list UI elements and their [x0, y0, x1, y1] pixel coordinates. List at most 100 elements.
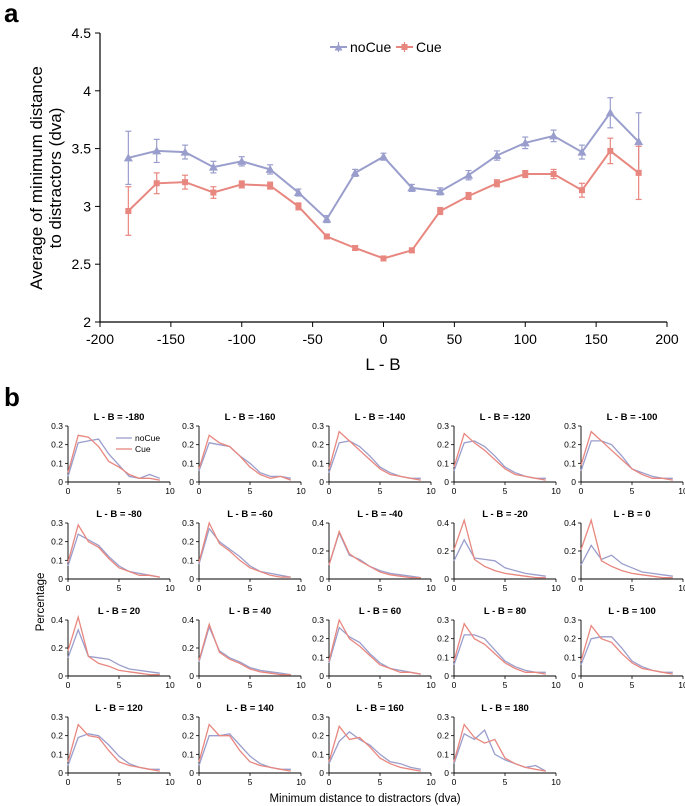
panel-a-legend: noCue Cue — [330, 39, 442, 55]
subplot-x-tick-label: 10 — [678, 680, 685, 690]
series-nocue-point — [237, 156, 247, 165]
subplot-y-tick-label: 0 — [571, 574, 576, 584]
panel-label-b: b — [4, 382, 20, 412]
subplot: L - B = -100 0 5 10 0 0.1 0.2 0.3 — [564, 412, 685, 496]
subplot-x-tick-label: 5 — [630, 486, 635, 496]
subplot-y-tick-label: 0.1 — [312, 458, 324, 468]
panel-a-x-tick-label: 0 — [380, 331, 388, 347]
subplot-y-tick-label: 0.2 — [564, 634, 576, 644]
subplot-x-tick-label: 5 — [117, 486, 122, 496]
subplot-y-tick-label: 0 — [319, 574, 324, 584]
subplot-y-tick-label: 0.2 — [312, 731, 324, 741]
subplot: L - B = 160 0 5 10 0 0.1 0.2 0.3 — [312, 703, 436, 787]
subplot-y-tick-label: 0.3 — [51, 712, 63, 722]
subplot-y-tick-label: 0.3 — [51, 518, 63, 528]
panel-b-y-label: Percentage — [35, 573, 47, 632]
series-nocue-point — [577, 147, 587, 156]
subplot-y-tick-label: 0.3 — [182, 421, 194, 431]
subplot-cue-line — [453, 723, 546, 772]
subplot-x-tick-label: 0 — [579, 680, 584, 690]
series-nocue-point — [152, 146, 162, 155]
subplot-x-tick-label: 0 — [452, 777, 457, 787]
subplot: L - B = -20 0 5 10 0 0.2 0.4 — [437, 509, 561, 593]
subplot-nocue-line — [67, 438, 161, 479]
subplot-y-tick-label: 0.1 — [437, 458, 449, 468]
panel-b-x-label: Minimum distance to distractors (dva) — [269, 793, 460, 805]
subplot-title: L - B = -140 — [355, 412, 406, 423]
series-nocue — [123, 97, 644, 224]
subplot-cue-line — [328, 724, 421, 772]
subplot: L - B = -120 0 5 10 0 0.1 0.2 0.3 — [437, 412, 561, 496]
subplot-nocue-line — [67, 733, 160, 770]
series-cue-point — [522, 171, 529, 178]
subplot-y-tick-label: 0.4 — [182, 615, 194, 625]
panel-a-y-tick-label: 2 — [83, 314, 91, 330]
subplot-x-tick-label: 10 — [165, 486, 175, 496]
subplot: L - B = 40 0 5 10 0 0.2 0.4 — [182, 606, 306, 690]
subplot-x-tick-label: 0 — [66, 680, 71, 690]
subplot-nocue-line — [328, 440, 421, 479]
subplot-cue-line — [67, 614, 160, 676]
series-nocue-point — [549, 131, 559, 140]
subplot-x-tick-label: 0 — [197, 777, 202, 787]
subplot-x-tick-label: 0 — [327, 486, 332, 496]
subplot-cue-line — [198, 622, 291, 676]
panel-a-y-ticks: 2 2.5 3 3.5 4 4.5 — [72, 25, 100, 330]
panel-a-x-tick-label: -150 — [157, 331, 185, 347]
series-nocue-point — [293, 188, 303, 197]
subplot-nocue-line — [67, 533, 160, 578]
subplot-y-tick-label: 0.2 — [51, 537, 63, 547]
subplot-x-tick-label: 10 — [678, 486, 685, 496]
panel-a-y-tick-label: 3 — [83, 198, 91, 214]
subplot-y-tick-label: 0 — [444, 671, 449, 681]
subplot-nocue-line — [580, 636, 673, 673]
panel-a-y-tick-label: 2.5 — [72, 256, 92, 272]
subplot-x-tick-label: 5 — [378, 777, 383, 787]
subplot: L - B = 20 0 5 10 0 0.2 0.4 — [51, 606, 175, 690]
series-cue-point — [267, 182, 274, 189]
series-cue-point — [380, 255, 387, 262]
panel-a-x-tick-label: 150 — [584, 331, 608, 347]
series-nocue-point — [322, 214, 332, 223]
panel-a-y-tick-label: 4.5 — [72, 25, 92, 41]
subplot-y-tick-label: 0 — [319, 477, 324, 487]
subplot-legend-cue-label: Cue — [135, 444, 151, 454]
subplot-y-tick-label: 0.1 — [51, 458, 63, 468]
subplot-y-tick-label: 0.2 — [437, 731, 449, 741]
subplot-y-tick-label: 0.1 — [51, 555, 63, 565]
subplot-title: L - B = -160 — [225, 412, 276, 423]
subplot-x-tick-label: 10 — [296, 777, 306, 787]
subplot-y-tick-label: 0.1 — [312, 652, 324, 662]
subplot-y-tick-label: 0 — [444, 768, 449, 778]
subplot-y-tick-label: 0.2 — [312, 546, 324, 556]
subplot-x-tick-label: 10 — [296, 583, 306, 593]
subplot-y-tick-label: 0.2 — [51, 643, 63, 653]
subplot-title: L - B = 60 — [359, 606, 401, 617]
subplot-x-tick-label: 0 — [197, 680, 202, 690]
subplot-nocue-line — [580, 440, 673, 479]
subplot-y-tick-label: 0.1 — [182, 749, 194, 759]
subplot-nocue-line — [328, 731, 421, 770]
panel-a-y-label-line1: Average of minimum distance — [27, 66, 46, 290]
panel-a-x-tick-label: 50 — [447, 331, 463, 347]
series-cue-point — [238, 181, 245, 188]
panel-a-series — [123, 97, 644, 262]
subplot: L - B = 100 0 5 10 0 0.1 0.2 0.3 — [564, 606, 685, 690]
series-cue — [125, 137, 642, 262]
series-nocue-point — [492, 151, 502, 160]
series-cue-point — [493, 180, 500, 187]
panel-a-y-tick-label: 4 — [83, 83, 91, 99]
subplot: L - B = 140 0 5 10 0 0.1 0.2 0.3 — [182, 703, 306, 787]
subplot-x-tick-label: 10 — [296, 680, 306, 690]
subplot-title: L - B = 140 — [226, 703, 274, 714]
subplot-x-tick-label: 10 — [426, 680, 436, 690]
subplot-legend-nocue-label: noCue — [135, 433, 160, 443]
subplot-y-tick-label: 0.2 — [437, 634, 449, 644]
subplot-x-tick-label: 0 — [197, 583, 202, 593]
subplot-y-tick-label: 0.2 — [182, 537, 194, 547]
subplot-y-tick-label: 0 — [189, 477, 194, 487]
panel-a-x-ticks: -200 -150 -100 -50 0 50 100 150 200 — [86, 322, 679, 347]
subplot-cue-line — [328, 618, 421, 675]
subplot-y-tick-label: 0.3 — [312, 615, 324, 625]
